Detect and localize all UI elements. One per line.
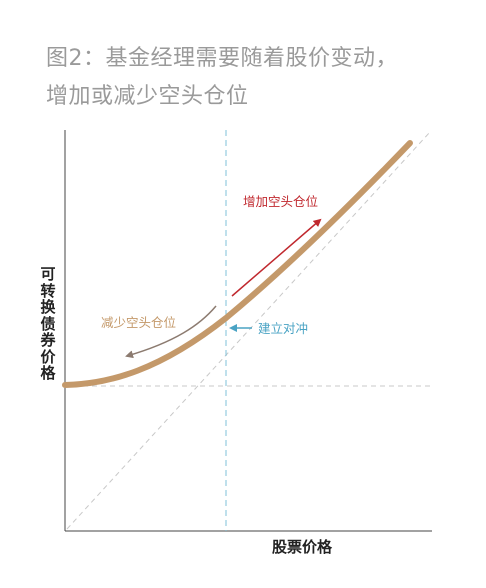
decrease-short-arrow [125, 305, 217, 359]
convertible-price-curve [62, 140, 413, 388]
chart-title-line1: 图2：基金经理需要随着股价变动， [46, 46, 398, 71]
x-axis-label: 股票价格 [272, 538, 333, 556]
increase-short-arrow [231, 218, 322, 297]
increase-short-label: 增加空头仓位 [243, 194, 318, 209]
decrease-short-label: 减少空头仓位 [101, 315, 176, 330]
chart-title-line2: 增加或减少空头仓位 [46, 84, 249, 109]
establish-hedge-label: 建立对冲 [258, 321, 308, 336]
y-axis-label: 可转换债券价格 [40, 265, 56, 382]
diagonal-reference-line [66, 131, 431, 530]
chart-title: 图2：基金经理需要随着股价变动， 增加或减少空头仓位 [46, 40, 466, 116]
